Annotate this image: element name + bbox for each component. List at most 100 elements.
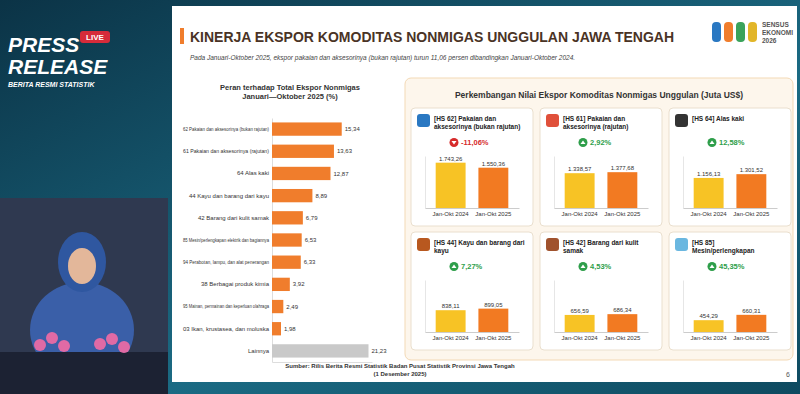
x-axis: Jan-Okt 2024Jan-Okt 2025 — [426, 332, 520, 341]
video-bg — [0, 198, 168, 394]
tick-label: Jan-Okt 2025 — [604, 211, 641, 217]
bar — [436, 310, 466, 332]
tick: Jan-Okt 2025 — [475, 208, 512, 217]
icon — [675, 114, 688, 127]
logo-title: PRESS — [8, 33, 79, 56]
y-axis — [683, 281, 684, 333]
title: KINERJA EKSPOR KOMODITAS NONMIGAS UNGGUL… — [190, 29, 674, 45]
icon — [417, 114, 430, 127]
bar — [272, 211, 303, 224]
bar — [478, 309, 508, 332]
bar — [272, 322, 281, 335]
change-label: 12,58% — [719, 138, 745, 147]
tick-label: 64 Alas kaki — [237, 170, 269, 176]
tick-label: Jan-Okt 2024 — [691, 335, 728, 341]
tick: Jan-Okt 2024 — [433, 208, 470, 217]
tick-label: 62 Pakaian dan aksesorinya (bukan rajuta… — [183, 126, 269, 132]
tick: Lainnya — [248, 348, 272, 354]
axis-line — [425, 157, 426, 209]
data-label: 838,11 — [442, 303, 461, 309]
bar — [272, 233, 302, 246]
flower — [94, 338, 106, 350]
data-label: 6,33 — [304, 259, 316, 265]
tick-label: Jan-Okt 2024 — [562, 211, 599, 217]
bar — [694, 320, 724, 332]
bar — [272, 122, 342, 135]
card: [HS 61] Pakaian danaksesorinya (rajutan)… — [540, 108, 662, 226]
tick-label: 95 Mainan, permainan dan keperluan olahr… — [183, 303, 269, 309]
tick-label: Jan-Okt 2025 — [475, 211, 512, 217]
source: (1 Desember 2025) — [373, 371, 426, 377]
card-title: [HS 42] Barang dari kulit — [563, 239, 639, 247]
tick: 64 Alas kaki — [237, 170, 272, 176]
change-arrow — [581, 141, 586, 145]
change-arrow — [710, 141, 715, 145]
x-axis: Jan-Okt 2024 Jan-Okt 2025 — [555, 332, 649, 341]
tick-label: Lainnya — [248, 348, 270, 354]
logo-badge: LIVE — [86, 33, 104, 42]
card-title: [HS 64] Alas kaki — [692, 115, 744, 123]
data-label: 1.301,52 — [740, 167, 764, 173]
change-indicator — [708, 262, 717, 271]
change-label: 45,35% — [719, 262, 745, 271]
tick: 61 Pakaian dan aksesorinya (rajutan) — [183, 148, 272, 154]
y-axis — [425, 281, 426, 333]
bar — [736, 174, 766, 208]
bar — [272, 256, 301, 269]
data-label: 1.377,68 — [611, 165, 635, 171]
data-label: 1.550,36 — [482, 161, 506, 167]
bar — [607, 314, 637, 332]
tick: 03 Ikan, krustasea, dan moluska — [183, 326, 272, 332]
bars — [436, 163, 509, 208]
tick: Jan-Okt 2024 — [562, 332, 599, 341]
card-title: [HS 61] Pakaian dan — [563, 115, 625, 123]
slide — [172, 6, 797, 382]
axis-line — [683, 281, 684, 333]
card-title: [HS 85] — [692, 239, 714, 247]
flower — [58, 340, 70, 352]
card: [HS 42] Barang dari kulitsamak4,53%Jan-O… — [540, 232, 662, 350]
bars — [565, 314, 638, 332]
tick: 42 Barang dari kulit samak — [198, 215, 272, 221]
sensus-logo-text: SENSUS — [762, 21, 789, 28]
desk — [0, 352, 168, 394]
card-bg — [669, 232, 791, 350]
y-axis: 62 Pakaian dan aksesorinya (bukan rajuta… — [183, 119, 273, 363]
tick: Jan-Okt 2025 — [604, 208, 641, 217]
bar — [565, 173, 595, 208]
card-title: kayu — [434, 247, 449, 255]
x-axis: Jan-Okt 2024 Jan-Okt 2025 — [684, 208, 778, 217]
card: [HS 44] Kayu dan barang darikayu7,27%Jan… — [411, 232, 533, 350]
sensus-logo-text: EKONOMI — [762, 29, 793, 36]
card: [HS 64] Alas kaki12,58%Jan-Okt 2024Jan-O… — [669, 108, 791, 226]
tick: Jan-Okt 2025 — [604, 332, 641, 341]
axis-line — [683, 157, 684, 209]
tick: Jan-Okt 2025 — [733, 208, 770, 217]
icon — [546, 238, 559, 251]
change-label: 7,27% — [461, 262, 483, 271]
page-number: 6 — [786, 371, 790, 378]
change-label: -11,06% — [461, 138, 489, 147]
logo-badge-box — [80, 31, 110, 43]
flower — [34, 339, 46, 351]
axis-line — [684, 208, 778, 209]
bar — [272, 145, 334, 158]
bar — [694, 178, 724, 208]
tick: 44 Kayu dan barang dari kayu — [189, 193, 272, 199]
tick: 94 Perabotan, lampu, dan alat penerangan — [183, 259, 272, 265]
tick-label: Jan-Okt 2024 — [691, 211, 728, 217]
page-root: PRESSRELEASELIVEBERITA RESMI STATISTIKKI… — [0, 0, 800, 394]
chart-title: Peran terhadap Total Ekspor Nonmigas — [220, 83, 360, 92]
axis-line — [426, 208, 520, 209]
tick-label: 03 Ikan, krustasea, dan moluska — [183, 326, 270, 332]
card-title: samak — [563, 247, 584, 254]
data-label: 899,05 — [484, 302, 503, 308]
bar — [272, 278, 290, 291]
x-axis: Jan-Okt 2024 Jan-Okt 2025 — [555, 208, 649, 217]
change-indicator — [450, 138, 459, 147]
y-axis — [425, 157, 426, 209]
card-bg — [669, 108, 791, 226]
data-label: 21,23 — [372, 348, 388, 354]
x-axis: Jan-Okt 2024 Jan-Okt 2025 — [426, 208, 520, 217]
card-bg — [411, 232, 533, 350]
